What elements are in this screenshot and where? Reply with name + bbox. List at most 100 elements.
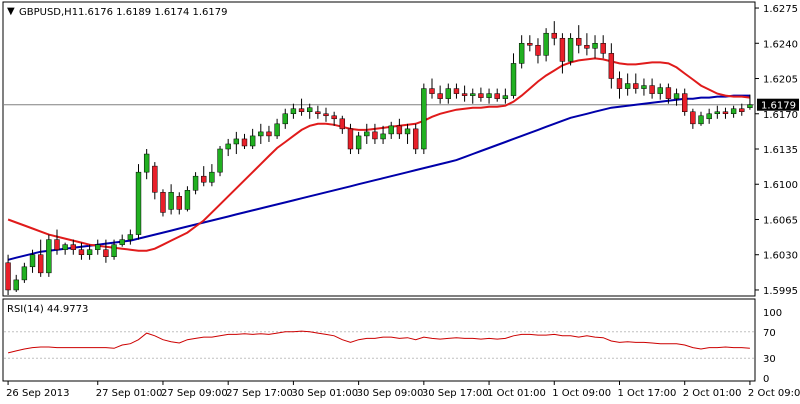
candle-body [388, 125, 394, 135]
candle-body [152, 165, 158, 193]
candle-body [396, 125, 403, 135]
candle-bearish [527, 35, 533, 52]
candle-body [576, 37, 582, 46]
candle-bearish [5, 254, 11, 295]
candle-bullish [21, 262, 28, 283]
candle-bearish [453, 83, 460, 99]
candle-bearish [584, 33, 590, 56]
candle-body [682, 93, 688, 112]
candle-body [241, 138, 248, 147]
candle-bearish [266, 125, 272, 142]
candle-bullish [135, 164, 142, 240]
candle-bullish [290, 103, 297, 119]
candle-body [421, 88, 427, 150]
candle-body [527, 43, 533, 46]
candle-bullish [486, 88, 492, 104]
candle-bearish [315, 105, 321, 119]
candle-body [559, 37, 566, 62]
candle-body [706, 113, 712, 120]
candle-bearish [665, 83, 672, 104]
candle-bearish [331, 111, 337, 126]
time-tick-label: 2 Oct 09:00 [748, 388, 800, 399]
candle-bullish [307, 103, 313, 119]
rsi-tick-label: 30 [763, 354, 776, 365]
candle-body [649, 85, 655, 94]
candle-body [274, 123, 280, 137]
candle-bullish [592, 35, 598, 59]
candlesticks [5, 21, 753, 295]
time-tick-label: 30 Sep 09:00 [357, 388, 424, 399]
candle-body [119, 239, 125, 245]
candle-body [95, 244, 101, 250]
candle-body [217, 148, 223, 173]
candle-bullish [543, 28, 549, 62]
candle-body [722, 111, 729, 115]
candle-body [404, 128, 411, 135]
candle-body [641, 85, 647, 89]
candle-bullish [217, 145, 223, 177]
candle-body [624, 83, 631, 89]
candle-body [127, 234, 134, 240]
candle-bullish [747, 94, 753, 110]
price-tick-label: 1.6065 [763, 215, 798, 226]
candle-bullish [62, 242, 68, 255]
price-tick-label: 1.6275 [763, 4, 798, 15]
candle-bearish [616, 71, 623, 99]
time-tick-label: 30 Sep 01:00 [291, 388, 358, 399]
candle-body [46, 239, 52, 274]
candle-body [543, 32, 549, 56]
candle-body [160, 192, 166, 213]
candle-bullish [168, 184, 174, 215]
rsi-tick-label: 100 [763, 308, 782, 319]
time-tick-label: 2 Oct 01:00 [683, 388, 742, 399]
candle-bullish [209, 164, 215, 187]
candle-bearish [103, 239, 109, 263]
candle-bearish [78, 242, 85, 260]
candle-body [673, 93, 680, 99]
price-tick-label: 1.6170 [763, 110, 798, 121]
candle-bullish [624, 73, 631, 96]
candle-body [249, 135, 256, 147]
candle-body [698, 115, 704, 125]
candle-bullish [518, 35, 525, 69]
rsi-label: RSI(14) 44.9773 [7, 304, 88, 315]
candle-body [298, 108, 305, 112]
current-price-label: 1.6179 [761, 101, 796, 112]
candle-bearish [339, 115, 346, 134]
candle-body [135, 171, 142, 235]
candle-bearish [608, 43, 615, 89]
symbol-label: GBPUSD,H1 [19, 7, 78, 18]
candle-body [209, 171, 215, 183]
candle-bearish [576, 25, 582, 54]
candle-body [143, 153, 150, 173]
candle-bullish [355, 131, 362, 155]
candle-bullish [95, 239, 101, 255]
time-tick-label: 1 Oct 09:00 [552, 388, 611, 399]
candle-body [70, 244, 76, 250]
candle-bearish [551, 21, 557, 46]
candle-bearish [152, 162, 158, 200]
candle-bearish [323, 107, 329, 122]
candle-body [258, 131, 264, 137]
candle-body [364, 131, 370, 137]
candle-body [290, 108, 297, 115]
candle-bullish [258, 123, 264, 144]
candle-bearish [682, 88, 688, 116]
candle-body [633, 83, 639, 89]
candle-body [347, 128, 354, 150]
candle-bullish [29, 249, 36, 273]
chart-menu-icon[interactable]: ▼ [7, 6, 15, 17]
time-tick-label: 1 Oct 01:00 [487, 388, 546, 399]
candle-body [372, 131, 378, 140]
candle-bullish [404, 123, 411, 144]
candle-body [13, 279, 19, 291]
candle-bullish [380, 125, 386, 144]
candle-bullish [184, 186, 191, 212]
candle-bullish [567, 33, 574, 66]
current-price-box [757, 98, 799, 111]
candle-bullish [470, 88, 476, 104]
time-tick-label: 27 Sep 09:00 [161, 388, 228, 399]
